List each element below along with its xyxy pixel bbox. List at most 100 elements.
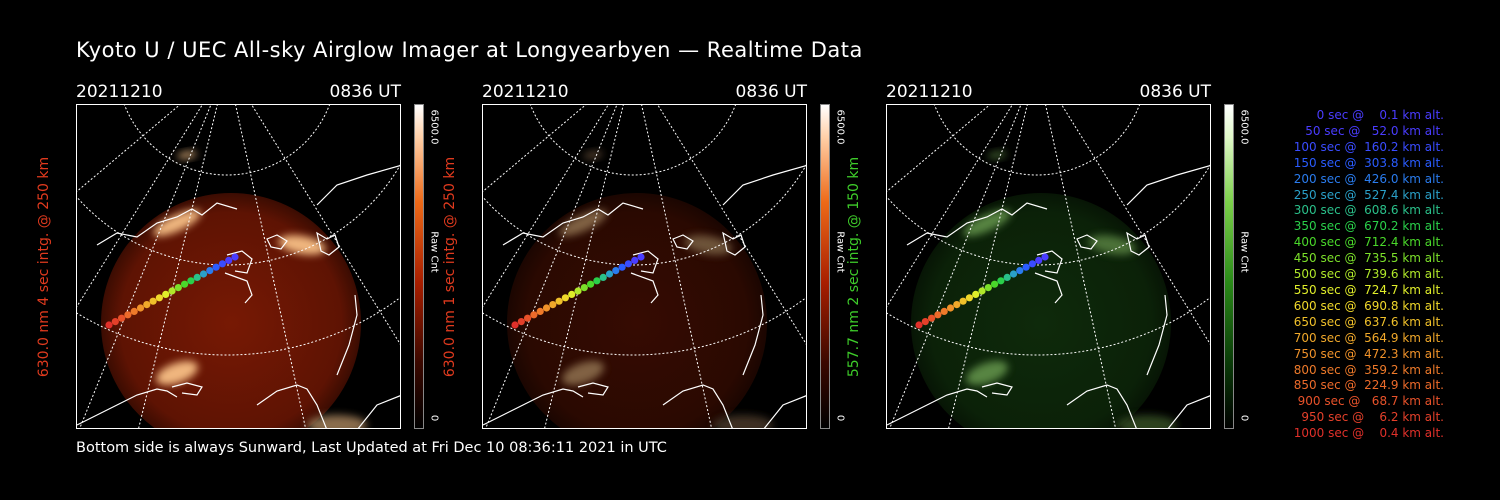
airglow-panel: 20211210 0836 UT 630.0 nm 1 sec intg. @ … — [442, 82, 887, 432]
trajectory-point — [511, 321, 519, 329]
panel-time: 0836 UT — [735, 82, 808, 102]
footer-note: Bottom side is always Sunward, Last Upda… — [76, 440, 667, 456]
panel-date: 20211210 — [76, 82, 163, 102]
trajectory-point — [536, 307, 544, 315]
legend-entry: 900 sec @ 68.7 km alt. — [1293, 394, 1444, 409]
colorbar-max-label: 6500.0 — [834, 109, 846, 145]
trajectory-point — [1028, 260, 1036, 268]
panel-date: 20211210 — [886, 82, 973, 102]
lat-lon-grid — [887, 105, 1210, 428]
trajectory-point — [162, 290, 170, 298]
trajectory-point — [972, 290, 980, 298]
trajectory-point — [174, 284, 182, 292]
trajectory-point — [555, 297, 563, 305]
trajectory-point — [978, 287, 986, 295]
colorbar-max-label: 6500.0 — [428, 109, 440, 145]
trajectory-point — [542, 304, 551, 312]
trajectory-point — [517, 318, 525, 326]
page-title: Kyoto U / UEC All-sky Airglow Imager at … — [76, 38, 863, 62]
legend-entry: 100 sec @ 160.2 km alt. — [1289, 139, 1444, 154]
legend-entry: 550 sec @ 724.7 km alt. — [1289, 282, 1444, 297]
trajectory-point — [105, 321, 113, 329]
legend-entry: 50 sec @ 52.0 km alt. — [1297, 123, 1444, 138]
trajectory-point — [143, 301, 151, 309]
legend-entry: 750 sec @ 472.3 km alt. — [1289, 346, 1444, 361]
trajectory-point — [187, 277, 195, 285]
colorbar — [1224, 104, 1234, 429]
trajectory-point — [997, 277, 1005, 285]
colorbar-unit-label: Raw Cnt — [834, 231, 846, 273]
panel-date: 20211210 — [482, 82, 569, 102]
trajectory-point — [580, 284, 588, 292]
colorbar-zero-label: 0 — [834, 414, 846, 422]
trajectory-point — [1041, 253, 1049, 261]
trajectory-point — [124, 311, 132, 319]
trajectory-point — [206, 267, 214, 275]
trajectory-point — [199, 270, 208, 278]
trajectory-point — [631, 256, 639, 264]
trajectory-point — [149, 297, 157, 305]
colorbar — [414, 104, 424, 429]
legend-entry: 850 sec @ 224.9 km alt. — [1289, 378, 1444, 393]
satellite-trajectory — [511, 253, 645, 329]
colorbar-unit-label: Raw Cnt — [1238, 231, 1250, 273]
allsky-image — [886, 104, 1211, 429]
legend-entry: 350 sec @ 670.2 km alt. — [1289, 219, 1444, 234]
trajectory-point — [984, 284, 992, 292]
trajectory-point — [155, 294, 163, 302]
trajectory-point — [953, 301, 961, 309]
legend-entry: 250 sec @ 527.4 km alt. — [1289, 187, 1444, 202]
legend-entry: 700 sec @ 564.9 km alt. — [1289, 330, 1444, 345]
trajectory-legend: 0 sec @ 0.1 km alt. 50 sec @ 52.0 km alt… — [1262, 108, 1444, 442]
trajectory-point — [921, 318, 929, 326]
legend-entry: 600 sec @ 690.8 km alt. — [1289, 298, 1444, 313]
legend-entry: 200 sec @ 426.0 km alt. — [1289, 171, 1444, 186]
legend-entry: 650 sec @ 637.6 km alt. — [1289, 314, 1444, 329]
trajectory-point — [915, 321, 923, 329]
trajectory-point — [549, 301, 557, 309]
allsky-image — [482, 104, 807, 429]
trajectory-point — [561, 294, 569, 302]
trajectory-point — [218, 260, 226, 268]
trajectory-point — [568, 290, 576, 298]
trajectory-point — [637, 253, 645, 261]
trajectory-point — [618, 263, 626, 271]
trajectory-point — [1022, 263, 1030, 271]
trajectory-point — [524, 314, 532, 322]
legend-entry: 450 sec @ 735.5 km alt. — [1289, 251, 1444, 266]
legend-entry: 300 sec @ 608.6 km alt. — [1289, 203, 1444, 218]
legend-entry: 500 sec @ 739.6 km alt. — [1289, 267, 1444, 282]
satellite-trajectory — [105, 253, 239, 329]
trajectory-point — [225, 256, 233, 264]
trajectory-point — [136, 304, 145, 312]
trajectory-point — [946, 304, 955, 312]
trajectory-point — [587, 280, 595, 288]
trajectory-point — [1016, 267, 1024, 275]
legend-entry: 0 sec @ 0.1 km alt. — [1305, 108, 1444, 122]
colorbar-unit-label: Raw Cnt — [428, 231, 440, 273]
trajectory-point — [1009, 270, 1018, 278]
lat-lon-grid — [77, 105, 400, 428]
legend-entry: 800 sec @ 359.2 km alt. — [1289, 362, 1444, 377]
panel-time: 0836 UT — [1139, 82, 1212, 102]
legend-entry: 1000 sec @ 0.4 km alt. — [1293, 426, 1444, 441]
trajectory-point — [168, 287, 176, 295]
trajectory-point — [212, 263, 220, 271]
trajectory-point — [593, 277, 601, 285]
trajectory-point — [612, 267, 620, 275]
trajectory-point — [1003, 273, 1011, 281]
colorbar — [820, 104, 830, 429]
coastlines — [483, 164, 806, 428]
airglow-panel: 20211210 0836 UT 557.7 nm 2 sec intg. @ … — [846, 82, 1291, 432]
lat-lon-grid — [483, 105, 806, 428]
trajectory-point — [928, 314, 936, 322]
satellite-trajectory — [915, 253, 1049, 329]
panel-time: 0836 UT — [329, 82, 402, 102]
trajectory-point — [605, 270, 614, 278]
trajectory-point — [193, 273, 201, 281]
legend-entry: 400 sec @ 712.4 km alt. — [1289, 235, 1444, 250]
trajectory-point — [940, 307, 948, 315]
colorbar-zero-label: 0 — [428, 414, 440, 422]
coastlines — [887, 164, 1210, 428]
trajectory-point — [965, 294, 973, 302]
